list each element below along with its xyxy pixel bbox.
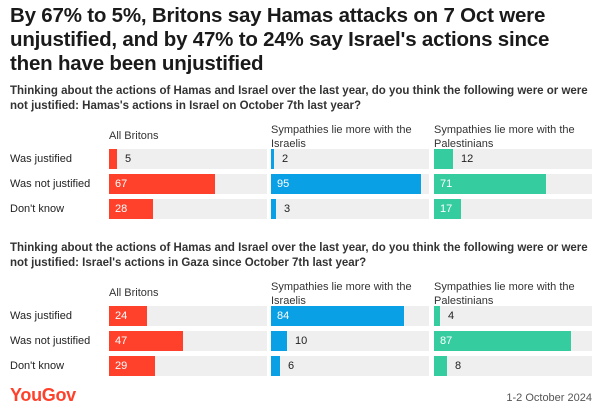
bar-track: 67 — [109, 174, 267, 194]
bar-track: 71 — [434, 174, 592, 194]
bar-sympathies-lie-more-with-the-p-was-not-justified — [434, 331, 571, 351]
column-header-sympathies-lie-more-with-the-palestinians: Sympathies lie more with the Palestinian… — [434, 124, 575, 150]
column-header-sympathies-lie-more-with-the-israelis: Sympathies lie more with the Israelis — [271, 124, 412, 150]
bar-track: 3 — [271, 199, 429, 219]
bar-sympathies-lie-more-with-the-p-don-t-know — [434, 199, 461, 219]
bar-sympathies-lie-more-with-the-i-was-justified — [271, 149, 274, 169]
column-header-sympathies-lie-more-with-the-palestinians: Sympathies lie more with the Palestinian… — [434, 281, 575, 307]
bar-sympathies-lie-more-with-the-i-was-not-justified — [271, 331, 287, 351]
bar-value-label: 3 — [284, 203, 291, 215]
bar-track: 10 — [271, 331, 429, 351]
bar-track: 87 — [434, 331, 592, 351]
chart-panel-1: All Britons Sympathies lie more with the … — [0, 122, 602, 242]
bar-track: 6 — [271, 356, 429, 376]
bar-track: 17 — [434, 199, 592, 219]
bar-value-label: 95 — [277, 178, 290, 190]
bar-track: 2 — [271, 149, 429, 169]
bar-all-britons-was-not-justified — [109, 331, 183, 351]
bar-track: 5 — [109, 149, 267, 169]
bar-sympathies-lie-more-with-the-p-was-justified — [434, 306, 440, 326]
bar-value-label: 29 — [115, 360, 128, 372]
bar-value-label: 84 — [277, 310, 290, 322]
bar-track: 28 — [109, 199, 267, 219]
bar-value-label: 4 — [448, 310, 455, 322]
column-header-sympathies-lie-more-with-the-israelis: Sympathies lie more with the Israelis — [271, 281, 412, 307]
bar-track: 12 — [434, 149, 592, 169]
bar-all-britons-was-justified — [109, 149, 117, 169]
bar-track: 95 — [271, 174, 429, 194]
bar-sympathies-lie-more-with-the-i-don-t-know — [271, 199, 276, 219]
bar-value-label: 71 — [440, 178, 453, 190]
bar-sympathies-lie-more-with-the-p-was-justified — [434, 149, 453, 169]
bar-track: 24 — [109, 306, 267, 326]
column-header-all-britons: All Britons — [109, 287, 159, 299]
bar-value-label: 2 — [282, 153, 289, 165]
row-label-was-justified: Was justified — [10, 310, 72, 322]
bar-sympathies-lie-more-with-the-p-was-not-justified — [434, 174, 546, 194]
bar-all-britons-don-t-know — [109, 356, 155, 376]
bar-value-label: 12 — [461, 153, 474, 165]
row-label-was-not-justified: Was not justified — [10, 335, 91, 347]
bar-value-label: 6 — [288, 360, 295, 372]
bar-track: 8 — [434, 356, 592, 376]
bar-sympathies-lie-more-with-the-i-don-t-know — [271, 356, 280, 376]
bar-track: 47 — [109, 331, 267, 351]
bar-value-label: 47 — [115, 335, 128, 347]
bar-value-label: 8 — [455, 360, 462, 372]
bar-all-britons-was-justified — [109, 306, 147, 326]
bar-value-label: 87 — [440, 335, 453, 347]
bar-value-label: 17 — [440, 203, 453, 215]
bar-sympathies-lie-more-with-the-p-don-t-know — [434, 356, 447, 376]
bar-all-britons-don-t-know — [109, 199, 153, 219]
chart-title: By 67% to 5%, Britons say Hamas attacks … — [10, 4, 550, 75]
bar-track: 29 — [109, 356, 267, 376]
bar-track: 4 — [434, 306, 592, 326]
survey-date: 1-2 October 2024 — [506, 392, 592, 404]
bar-value-label: 28 — [115, 203, 128, 215]
yougov-logo: YouGov — [10, 385, 76, 405]
bar-value-label: 5 — [125, 153, 132, 165]
bar-value-label: 67 — [115, 178, 128, 190]
question-1: Thinking about the actions of Hamas and … — [10, 85, 588, 112]
row-label-was-not-justified: Was not justified — [10, 178, 91, 190]
question-2: Thinking about the actions of Hamas and … — [10, 242, 588, 269]
bar-value-label: 24 — [115, 310, 128, 322]
row-label-don-t-know: Don't know — [10, 203, 65, 215]
row-label-was-justified: Was justified — [10, 153, 72, 165]
bar-sympathies-lie-more-with-the-i-was-not-justified — [271, 174, 421, 194]
bar-value-label: 10 — [295, 335, 308, 347]
bar-sympathies-lie-more-with-the-i-was-justified — [271, 306, 404, 326]
bar-track: 84 — [271, 306, 429, 326]
chart-panel-2: All Britons Sympathies lie more with the … — [0, 279, 602, 399]
row-label-don-t-know: Don't know — [10, 360, 65, 372]
column-header-all-britons: All Britons — [109, 130, 159, 142]
bar-all-britons-was-not-justified — [109, 174, 215, 194]
